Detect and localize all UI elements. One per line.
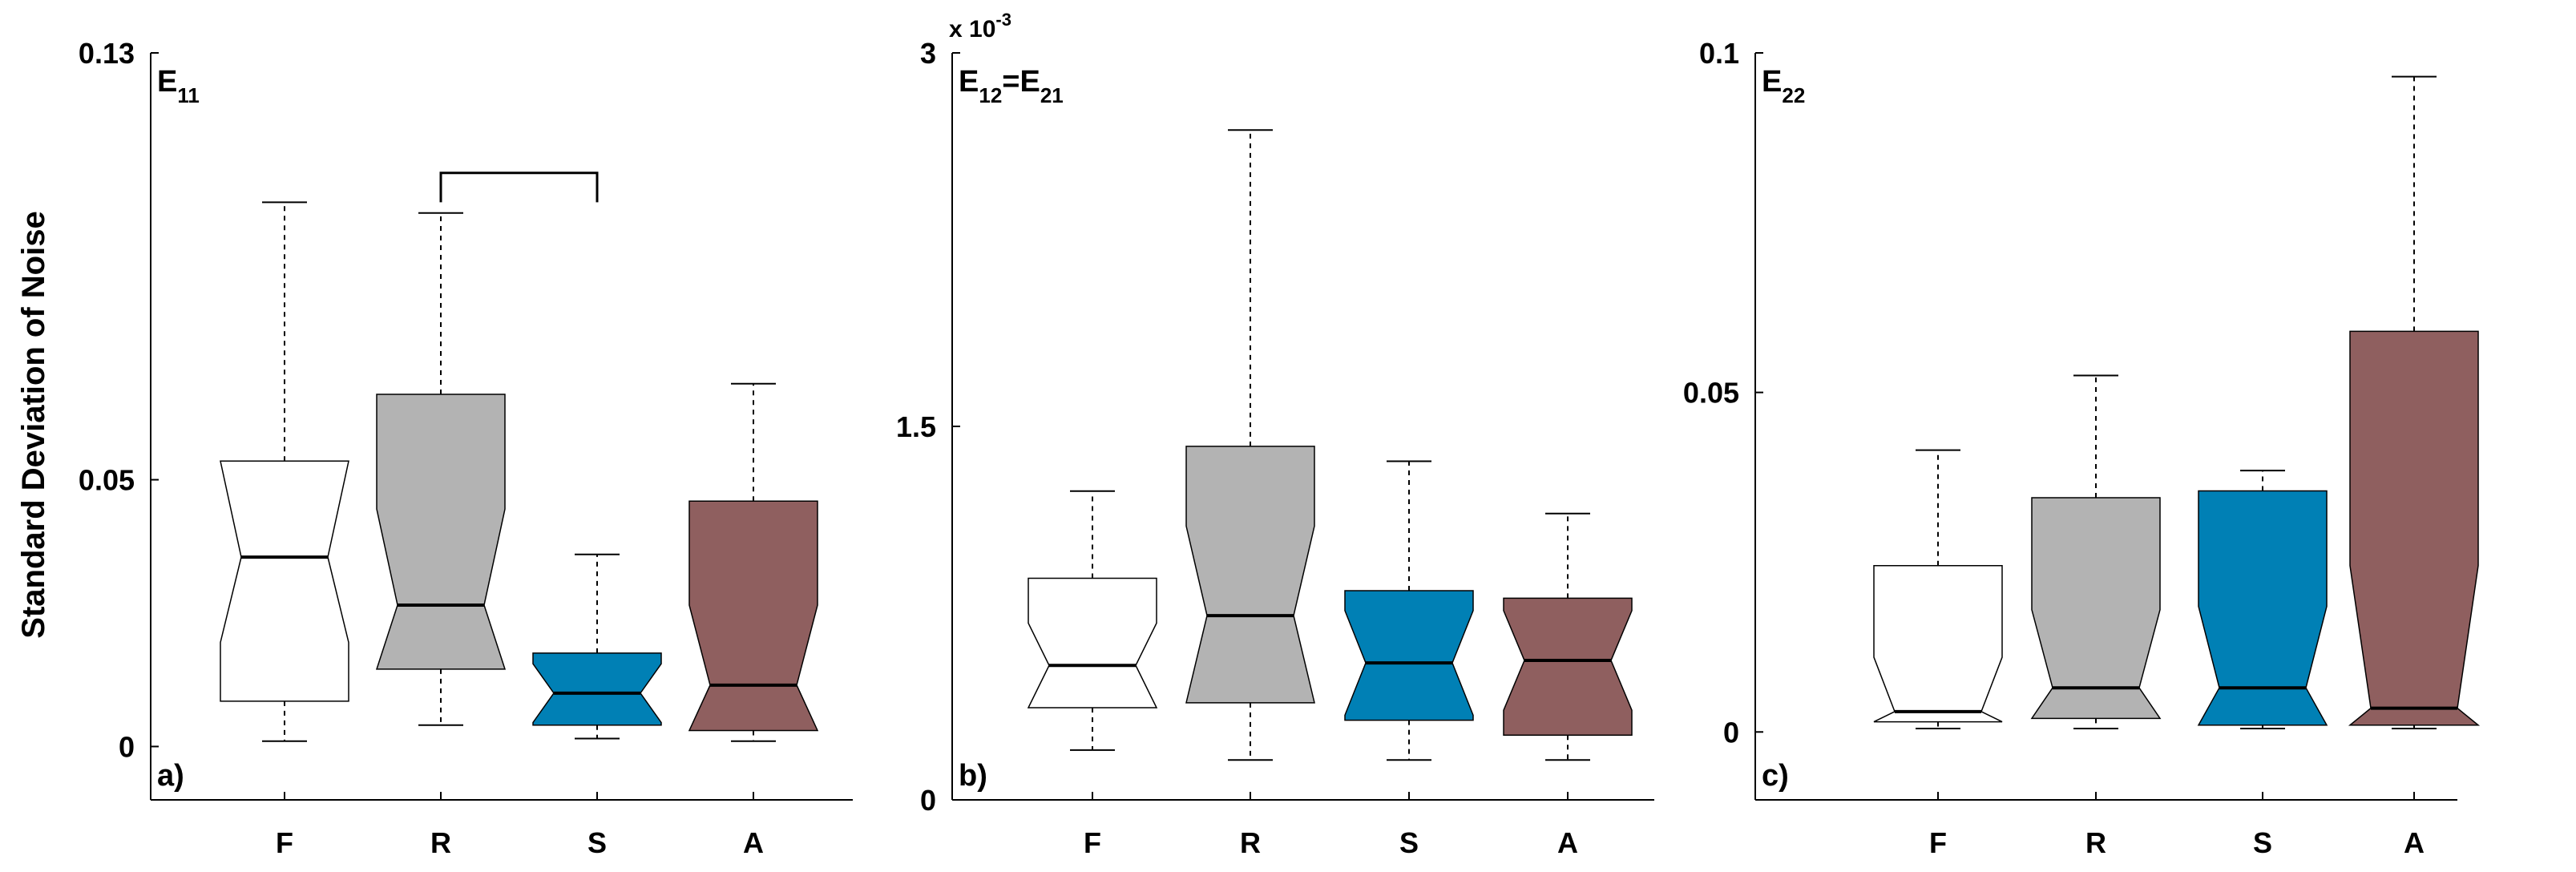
y-tick-label: 0 — [1723, 716, 1739, 749]
box-S — [532, 553, 662, 740]
panel-title: E22 — [1762, 65, 1805, 107]
panel-label: b) — [959, 759, 987, 793]
y-axis-label: Standard Deviation of Noise — [16, 211, 51, 638]
box-F — [220, 201, 349, 742]
y-tick-label: 3 — [920, 37, 936, 70]
box-body — [688, 500, 819, 732]
box-S — [2197, 470, 2328, 730]
y-tick-label: 0.13 — [79, 37, 135, 70]
box-A — [2348, 75, 2481, 730]
box-body — [1873, 564, 2003, 723]
panel-label: a) — [157, 759, 184, 793]
x-tick-label: A — [743, 826, 764, 859]
box-R — [2030, 374, 2162, 730]
x-tick-label: R — [430, 826, 451, 859]
y-tick-label: 1.5 — [896, 410, 936, 443]
y-tick-label: 0.05 — [1683, 377, 1739, 410]
panel-3: 0 0.05 0.1 F R S A E22 c) — [1683, 37, 2481, 859]
box-A — [1503, 512, 1633, 761]
box-F — [1027, 490, 1158, 751]
x-tick-label: S — [2253, 826, 2272, 859]
axis-multiplier: x 10-3 — [949, 10, 1011, 42]
x-tick-label: S — [1399, 826, 1419, 859]
significance-bracket — [439, 172, 599, 203]
panel-title: E11 — [157, 65, 200, 107]
y-tick-label: 0 — [119, 730, 135, 763]
box-body — [2348, 330, 2481, 726]
x-tick-label: A — [1557, 826, 1578, 859]
x-tick-label: R — [2085, 826, 2106, 859]
box-A — [688, 382, 819, 742]
box-body — [220, 460, 349, 702]
box-body — [1344, 590, 1474, 721]
y-tick-label: 0.1 — [1699, 37, 1739, 70]
x-tick-label: R — [1240, 826, 1261, 859]
box-F — [1873, 449, 2003, 730]
x-tick-label: A — [2404, 826, 2425, 859]
x-tick-label: F — [276, 826, 293, 859]
x-tick-label: F — [1084, 826, 1101, 859]
y-tick-label: 0.05 — [79, 464, 135, 497]
box-body — [2197, 490, 2328, 726]
panel-label: c) — [1762, 759, 1789, 793]
box-R — [375, 212, 507, 726]
box-body — [375, 394, 507, 670]
box-body — [2030, 497, 2162, 720]
y-tick-label: 0 — [920, 784, 936, 817]
panel-2: 0 1.5 3 x 10-3 F R S A E12=E21 b) — [896, 10, 1654, 859]
panel-1: 0 0.05 0.13 F R S A E11 a) — [79, 37, 853, 859]
box-body — [532, 652, 662, 726]
box-S — [1344, 460, 1474, 761]
box-R — [1185, 129, 1315, 761]
box-body — [1185, 446, 1315, 704]
x-tick-label: S — [587, 826, 607, 859]
box-body — [1503, 597, 1633, 736]
box-body — [1027, 577, 1158, 708]
panel-title: E12=E21 — [959, 65, 1064, 107]
x-tick-label: F — [1929, 826, 1947, 859]
